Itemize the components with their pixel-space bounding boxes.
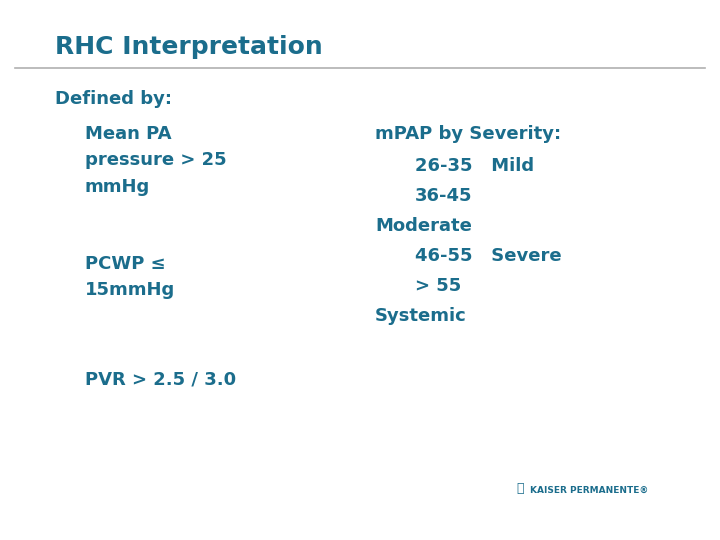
Text: Systemic: Systemic — [375, 307, 467, 325]
Text: > 55: > 55 — [415, 277, 462, 295]
Text: RHC Interpretation: RHC Interpretation — [55, 35, 323, 59]
Text: 36-45: 36-45 — [415, 187, 472, 205]
Text: Defined by:: Defined by: — [55, 90, 172, 108]
Text: PVR > 2.5 / 3.0: PVR > 2.5 / 3.0 — [85, 370, 236, 388]
Text: PCWP ≤
15mmHg: PCWP ≤ 15mmHg — [85, 255, 175, 299]
Text: Moderate: Moderate — [375, 217, 472, 235]
Text: 26-35   Mild: 26-35 Mild — [415, 157, 534, 175]
Text: ⛹: ⛹ — [516, 482, 523, 495]
Text: 46-55   Severe: 46-55 Severe — [415, 247, 562, 265]
Text: KAISER PERMANENTE®: KAISER PERMANENTE® — [530, 486, 649, 495]
Text: Mean PA
pressure > 25
mmHg: Mean PA pressure > 25 mmHg — [85, 125, 227, 196]
Text: mPAP by Severity:: mPAP by Severity: — [375, 125, 561, 143]
